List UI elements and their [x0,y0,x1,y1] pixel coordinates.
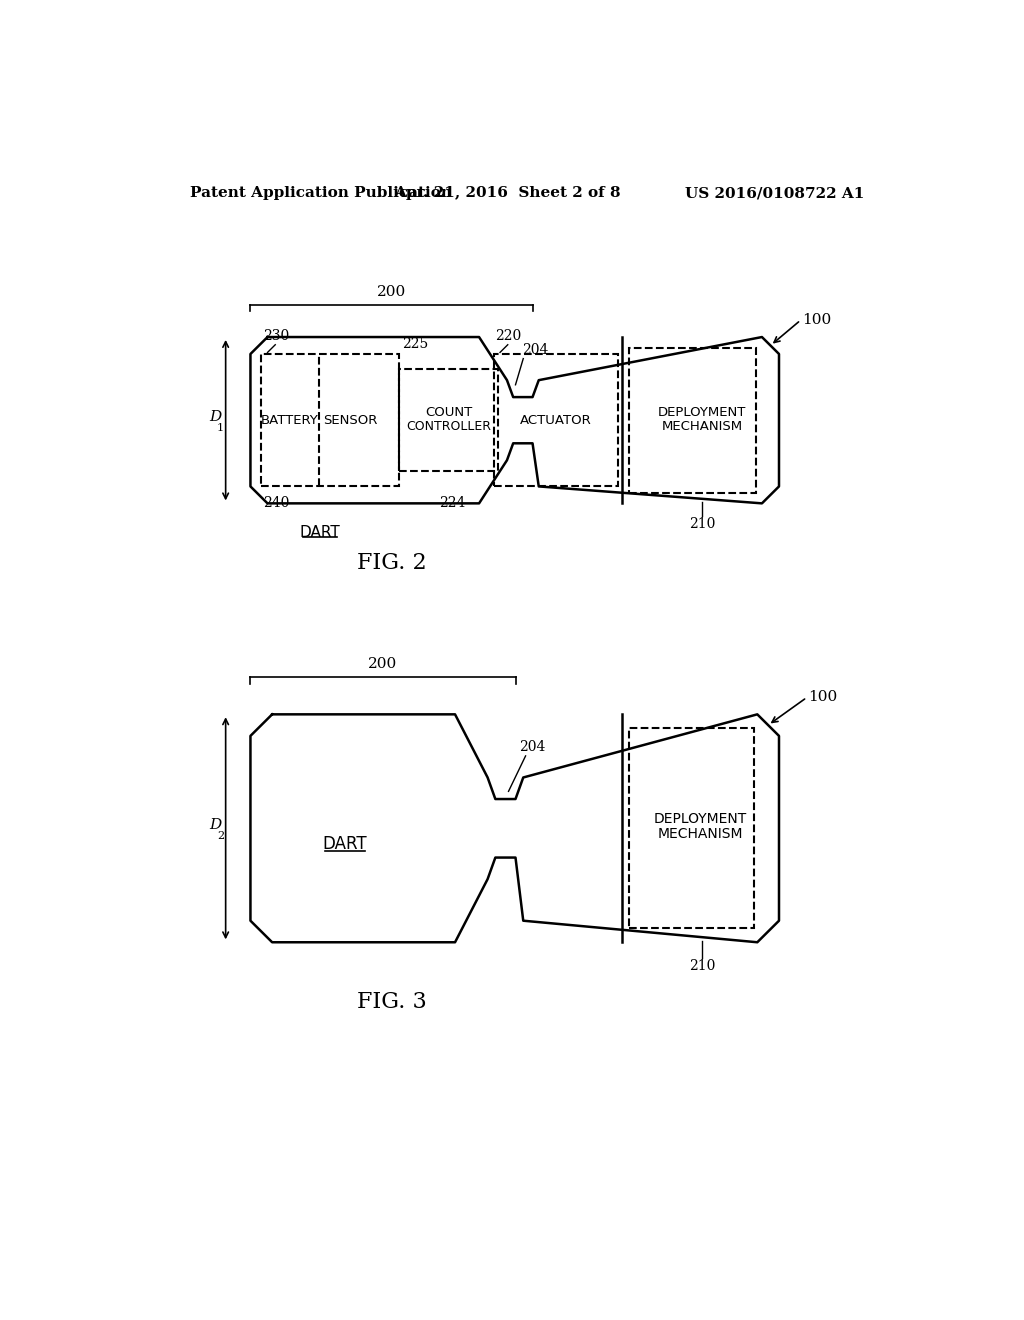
Text: 230: 230 [263,329,289,343]
Text: CONTROLLER: CONTROLLER [407,420,492,433]
Bar [629,348,756,492]
Text: FIG. 2: FIG. 2 [356,553,426,574]
Text: 210: 210 [689,960,716,973]
Text: US 2016/0108722 A1: US 2016/0108722 A1 [685,186,864,201]
Text: DEPLOYMENT: DEPLOYMENT [658,407,746,418]
Text: 204: 204 [519,741,546,755]
Text: FIG. 3: FIG. 3 [356,991,426,1014]
Text: MECHANISM: MECHANISM [662,420,742,433]
Text: COUNT: COUNT [425,407,472,418]
Text: 200: 200 [377,285,407,298]
Text: 225: 225 [402,337,429,351]
Text: 200: 200 [369,657,397,671]
Text: 204: 204 [521,343,548,358]
Text: BATTERY: BATTERY [261,413,318,426]
Text: 100: 100 [802,313,831,327]
Text: 224: 224 [439,496,466,510]
Bar [399,370,499,471]
Text: 240: 240 [263,496,289,510]
Text: D: D [209,411,221,424]
Text: ACTUATOR: ACTUATOR [520,413,592,426]
Text: 100: 100 [809,690,838,705]
Text: 210: 210 [689,517,716,531]
Text: SENSOR: SENSOR [323,413,377,426]
Text: Apr. 21, 2016  Sheet 2 of 8: Apr. 21, 2016 Sheet 2 of 8 [394,186,622,201]
Text: DART: DART [300,525,341,540]
Bar [261,354,399,487]
Text: 1: 1 [217,424,224,433]
Bar [629,729,755,928]
Text: MECHANISM: MECHANISM [658,828,743,841]
Bar [494,354,617,487]
Text: D: D [209,818,221,832]
Text: 220: 220 [496,329,521,343]
Text: DEPLOYMENT: DEPLOYMENT [654,812,748,826]
Text: Patent Application Publication: Patent Application Publication [190,186,452,201]
Text: 2: 2 [217,832,224,841]
Text: DART: DART [323,834,368,853]
